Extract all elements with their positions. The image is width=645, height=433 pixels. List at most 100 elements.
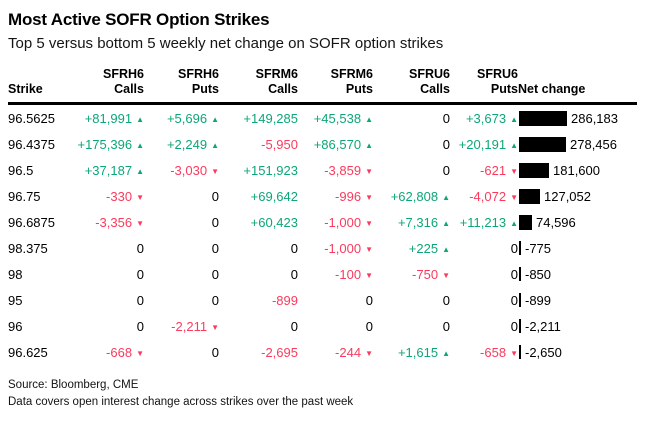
- value-cell: 0: [442, 318, 450, 334]
- net-change-bar: [519, 214, 532, 230]
- value-cell: -621 ▼: [480, 162, 518, 178]
- net-change-cell: -2,211: [518, 313, 637, 339]
- value-cell: +149,285: [243, 110, 298, 126]
- up-arrow-icon: ▲: [136, 140, 144, 150]
- up-arrow-icon: ▲: [136, 114, 144, 124]
- value-cell: +11,213 ▲: [459, 214, 518, 230]
- value-cell: 0: [442, 110, 450, 126]
- up-arrow-icon: ▲: [442, 218, 450, 228]
- down-arrow-icon: ▼: [136, 218, 144, 228]
- value-cell: +62,808 ▲: [390, 188, 450, 204]
- value-cell: -668 ▼: [106, 344, 144, 360]
- value-cell: 0: [211, 188, 219, 204]
- value-cell: +225 ▲: [408, 240, 450, 256]
- column-header-sfrh6-calls: SFRH6 Calls: [68, 67, 144, 105]
- down-arrow-icon: ▼: [510, 166, 518, 176]
- down-arrow-icon: ▼: [510, 348, 518, 358]
- net-change-value: 127,052: [544, 188, 591, 204]
- value-cell: -3,859 ▼: [324, 162, 373, 178]
- strike-cell: 95: [8, 292, 23, 308]
- value-cell: -3,030 ▼: [170, 162, 219, 178]
- table-header: Strike SFRH6 Calls SFRH6 Puts SFRM6 Calls SFRM6…: [8, 67, 637, 105]
- net-change-bar: [519, 162, 549, 178]
- value-cell: +175,396 ▲: [77, 136, 144, 152]
- value-cell: +5,696 ▲: [166, 110, 219, 126]
- down-arrow-icon: ▼: [365, 192, 373, 202]
- value-cell: 0: [211, 292, 219, 308]
- value-cell: +60,423: [250, 214, 298, 230]
- net-change-cell: 286,183: [518, 104, 637, 132]
- value-cell: -2,211 ▼: [171, 318, 219, 334]
- source-line: Source: Bloomberg, CME: [8, 379, 139, 391]
- value-cell: -244 ▼: [335, 344, 373, 360]
- value-cell: -899: [271, 292, 298, 308]
- value-cell: +69,642: [250, 188, 298, 204]
- value-cell: +1,615 ▲: [397, 344, 450, 360]
- strikes-table: Strike SFRH6 Calls SFRH6 Puts SFRM6 Calls SFRM6…: [8, 67, 637, 365]
- value-cell: +86,570 ▲: [313, 136, 373, 152]
- value-cell: 0: [510, 292, 518, 308]
- net-change-cell: -2,650: [518, 339, 637, 365]
- table-row: 96.625 -668 ▼ 0 -2,695 -244 ▼ +1,615 ▲ -658 ▼ -2,65…: [8, 339, 637, 365]
- value-cell: -750 ▼: [412, 266, 450, 282]
- value-cell: 0: [510, 240, 518, 256]
- net-change-baseline-tick: [519, 267, 521, 281]
- table-row: 96 0 -2,211 ▼ 0 0 0 0 -2,211: [8, 313, 637, 339]
- net-change-bar: [519, 136, 566, 152]
- value-cell: -2,695: [261, 344, 298, 360]
- down-arrow-icon: ▼: [365, 218, 373, 228]
- up-arrow-icon: ▲: [365, 114, 373, 124]
- value-cell: 0: [290, 240, 298, 256]
- down-arrow-icon: ▼: [211, 322, 219, 332]
- value-cell: +3,673 ▲: [465, 110, 518, 126]
- chart-subtitle: Top 5 versus bottom 5 weekly net change …: [8, 35, 444, 52]
- value-cell: -5,950: [261, 136, 298, 152]
- value-cell: 0: [510, 266, 518, 282]
- table-row: 98.375 0 0 0 -1,000 ▼ +225 ▲ 0 -775: [8, 235, 637, 261]
- column-header-sfrm6-calls: SFRM6 Calls: [219, 67, 298, 105]
- column-header-net-change: Net change: [518, 67, 637, 105]
- chart-title: Most Active SOFR Option Strikes: [8, 10, 270, 29]
- down-arrow-icon: ▼: [211, 166, 219, 176]
- column-header-sfrm6-puts: SFRM6 Puts: [298, 67, 373, 105]
- down-arrow-icon: ▼: [365, 270, 373, 280]
- value-cell: -1,000 ▼: [324, 214, 373, 230]
- net-change-value: 278,456: [570, 136, 617, 152]
- strike-cell: 96.5625: [8, 110, 55, 126]
- value-cell: 0: [365, 292, 373, 308]
- table-row: 96.6875 -3,356 ▼ 0 +60,423 -1,000 ▼ +7,316 ▲ +11,…: [8, 209, 637, 235]
- value-cell: +20,191 ▲: [458, 136, 518, 152]
- up-arrow-icon: ▲: [510, 218, 518, 228]
- value-cell: 0: [136, 240, 144, 256]
- down-arrow-icon: ▼: [365, 166, 373, 176]
- net-change-bar: [519, 110, 567, 126]
- net-change-cell: 278,456: [518, 131, 637, 157]
- down-arrow-icon: ▼: [365, 348, 373, 358]
- table-row: 98 0 0 0 -100 ▼ -750 ▼ 0 -850: [8, 261, 637, 287]
- value-cell: +2,249 ▲: [166, 136, 219, 152]
- net-change-value: -850: [525, 266, 552, 282]
- strike-cell: 96.6875: [8, 214, 55, 230]
- up-arrow-icon: ▲: [211, 114, 219, 124]
- strike-cell: 96: [8, 318, 23, 334]
- up-arrow-icon: ▲: [365, 140, 373, 150]
- value-cell: 0: [510, 318, 518, 334]
- net-change-baseline-tick: [519, 345, 521, 359]
- value-cell: 0: [136, 266, 144, 282]
- value-cell: -996 ▼: [335, 188, 373, 204]
- column-header-sfru6-puts: SFRU6 Puts: [450, 67, 518, 105]
- table-row: 96.75 -330 ▼ 0 +69,642 -996 ▼ +62,808 ▲ -4,072 ▼ 12…: [8, 183, 637, 209]
- value-cell: +37,187 ▲: [84, 162, 144, 178]
- value-cell: 0: [442, 162, 450, 178]
- net-change-cell: 181,600: [518, 157, 637, 183]
- value-cell: 0: [442, 136, 450, 152]
- down-arrow-icon: ▼: [442, 270, 450, 280]
- down-arrow-icon: ▼: [136, 192, 144, 202]
- column-header-sfru6-calls: SFRU6 Calls: [373, 67, 450, 105]
- up-arrow-icon: ▲: [211, 140, 219, 150]
- net-change-cell: -899: [518, 287, 637, 313]
- value-cell: +81,991 ▲: [84, 110, 144, 126]
- value-cell: -100 ▼: [335, 266, 373, 282]
- chart-footer: Source: Bloomberg, CME Data covers open …: [8, 377, 637, 411]
- value-cell: -658 ▼: [480, 344, 518, 360]
